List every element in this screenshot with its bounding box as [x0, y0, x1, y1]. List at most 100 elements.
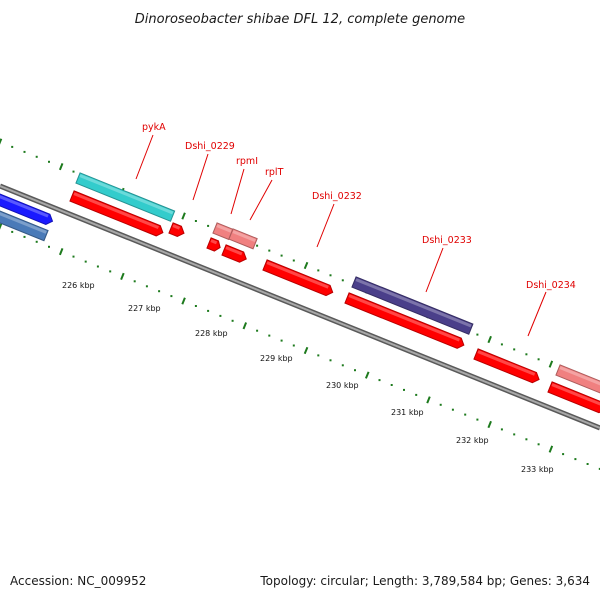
gene-features: [0, 172, 600, 415]
gene-feature[interactable]: [547, 381, 600, 415]
gene-feature[interactable]: [0, 209, 49, 242]
gene-feature[interactable]: [228, 228, 258, 250]
gene-feature[interactable]: [473, 348, 541, 385]
gene-feature[interactable]: [75, 172, 176, 222]
scale-minor-tick: [145, 285, 148, 288]
scale-minor-tick: [317, 354, 320, 357]
gene-feature[interactable]: [351, 276, 474, 335]
scale-minor-tick: [403, 388, 405, 391]
scale-major-tick: [364, 371, 370, 379]
scale-minor-tick: [133, 280, 136, 283]
scale-minor-tick: [11, 145, 14, 148]
tick-label: 232 kbp: [456, 436, 489, 445]
genome-backbone: [0, 183, 600, 431]
scale-minor-tick: [329, 359, 332, 362]
scale-minor-tick: [219, 314, 222, 317]
callout-line-dshi-0229: [192, 153, 209, 201]
tick-label: 229 kbp: [260, 354, 293, 363]
gene-feature[interactable]: [168, 222, 186, 238]
gene-label-rpmi: rpmI: [236, 156, 258, 167]
scale-major-tick: [181, 212, 186, 220]
scale-minor-tick: [341, 279, 344, 282]
gene-highlight: [232, 230, 256, 242]
gene-label-dshi-0229: Dshi_0229: [185, 141, 235, 152]
scale-minor-tick: [194, 305, 197, 307]
scale-minor-tick: [598, 467, 600, 470]
scale-minor-tick: [280, 254, 283, 257]
scale-minor-tick: [207, 309, 210, 312]
scale-minor-tick: [256, 244, 259, 247]
gene-feature[interactable]: [221, 244, 248, 264]
gene-arrow: [206, 237, 221, 252]
gene-highlight: [0, 211, 47, 234]
gene-arrow: [351, 276, 474, 335]
gene-feature[interactable]: [0, 192, 55, 226]
gene-feature[interactable]: [206, 237, 222, 253]
gene-highlight: [79, 174, 174, 215]
scale-minor-tick: [537, 358, 540, 361]
gene-feature[interactable]: [262, 259, 335, 298]
scale-minor-tick: [72, 170, 75, 173]
gene-arrow: [221, 244, 247, 263]
tick-label: 233 kbp: [521, 465, 554, 474]
gene-label-dshi-0232: Dshi_0232: [312, 191, 362, 202]
scale-minor-tick: [513, 348, 516, 351]
gene-arrow: [228, 228, 258, 250]
gene-highlight: [210, 239, 218, 245]
scale-major-tick: [181, 297, 186, 305]
accession-label: Accession: NC_009952: [10, 574, 146, 588]
gene-feature[interactable]: [69, 190, 165, 238]
scale-minor-tick: [464, 413, 467, 416]
gene-arrow: [344, 292, 465, 349]
gene-highlight: [266, 261, 329, 289]
gene-label-rplt: rplT: [265, 167, 284, 178]
scale-minor-tick: [96, 265, 99, 268]
map-title: Dinoroseobacter shibae DFL 12, complete …: [135, 12, 465, 27]
gene-label-dshi-0233: Dshi_0233: [422, 235, 472, 246]
scale-major-tick: [487, 420, 492, 429]
scale-major-tick: [242, 322, 248, 330]
scale-minor-tick: [194, 220, 197, 222]
scale-minor-tick: [292, 344, 295, 347]
scale-minor-tick: [292, 259, 295, 262]
scale-minor-tick: [158, 290, 161, 293]
callout-line-rpmi: [230, 168, 245, 215]
scale-minor-tick: [537, 443, 540, 446]
scale-minor-tick: [476, 418, 479, 421]
scale-minor-tick: [451, 408, 454, 411]
gene-highlight: [172, 224, 181, 230]
gene-feature[interactable]: [344, 292, 466, 350]
inner-scale-ticks: [0, 223, 600, 470]
scale-minor-tick: [84, 260, 87, 263]
scale-minor-tick: [268, 249, 271, 252]
scale-minor-tick: [525, 353, 528, 356]
scale-minor-tick: [280, 339, 283, 342]
scale-minor-tick: [390, 384, 393, 386]
scale-minor-tick: [35, 240, 38, 243]
scale-minor-tick: [35, 155, 38, 158]
scale-major-tick: [58, 248, 64, 256]
scale-minor-tick: [109, 270, 112, 273]
genome-stats: Topology: circular; Length: 3,789,584 bp…: [259, 574, 590, 588]
gene-arrow: [75, 172, 176, 222]
gene-arrow: [555, 364, 600, 399]
gene-highlight: [0, 194, 49, 218]
gene-arrow: [262, 259, 334, 297]
scale-minor-tick: [48, 160, 50, 163]
callout-line-pykA: [135, 134, 154, 180]
gene-callouts: pykA Dshi_0229 rpmI rplT Dshi_0232 Dshi_…: [135, 122, 576, 337]
gene-arrow: [69, 190, 164, 237]
scale-minor-tick: [500, 343, 503, 346]
scale-major-tick: [303, 346, 309, 355]
scale-minor-tick: [378, 379, 381, 382]
scale-major-tick: [58, 163, 64, 171]
scale-minor-tick: [207, 224, 210, 227]
tick-label: 226 kbp: [62, 281, 95, 290]
scale-minor-tick: [329, 274, 332, 277]
tick-label: 228 kbp: [195, 329, 228, 338]
scale-minor-tick: [72, 255, 75, 258]
scale-minor-tick: [500, 428, 503, 431]
scale-major-tick: [548, 445, 554, 453]
gene-feature[interactable]: [555, 364, 600, 399]
